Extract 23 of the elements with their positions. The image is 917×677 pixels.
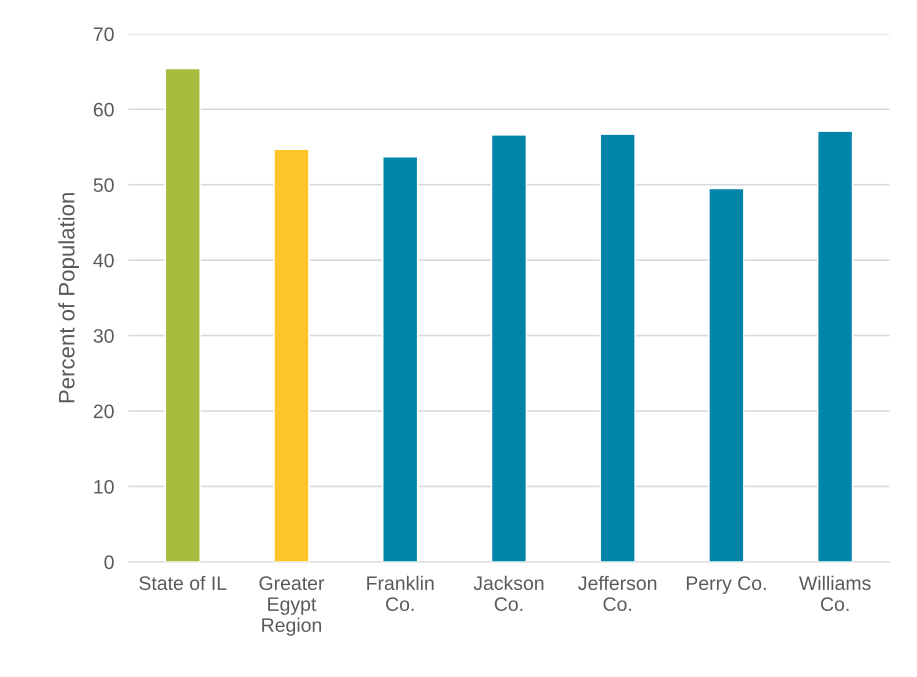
y-tick-label: 30 <box>94 329 114 343</box>
y-tick-label: 60 <box>94 102 114 117</box>
bar <box>273 148 310 562</box>
bar <box>382 156 418 562</box>
y-tick-label: 70 <box>94 27 114 42</box>
x-tick-label: Greater Egypt Region <box>259 576 324 636</box>
y-tick-label: 0 <box>104 555 114 570</box>
x-tick-label: State of IL <box>139 576 226 590</box>
x-tick-label: Jefferson Co. <box>578 576 656 612</box>
bar <box>600 133 636 562</box>
bar <box>708 188 744 562</box>
y-tick-label: 10 <box>94 480 114 494</box>
x-tick-label: Jackson Co. <box>474 576 544 612</box>
bar <box>490 134 528 562</box>
y-tick-label: 40 <box>93 254 114 268</box>
y-tick-label: 50 <box>94 178 114 192</box>
bar <box>164 68 201 562</box>
bar <box>817 130 854 562</box>
x-tick-label: Perry Co. <box>686 576 766 594</box>
y-axis-title: Percent of Population <box>58 193 79 402</box>
y-tick-label: 20 <box>94 404 114 418</box>
x-tick-label: Franklin Co. <box>367 576 434 612</box>
x-tick-label: Williams Co. <box>799 576 871 612</box>
